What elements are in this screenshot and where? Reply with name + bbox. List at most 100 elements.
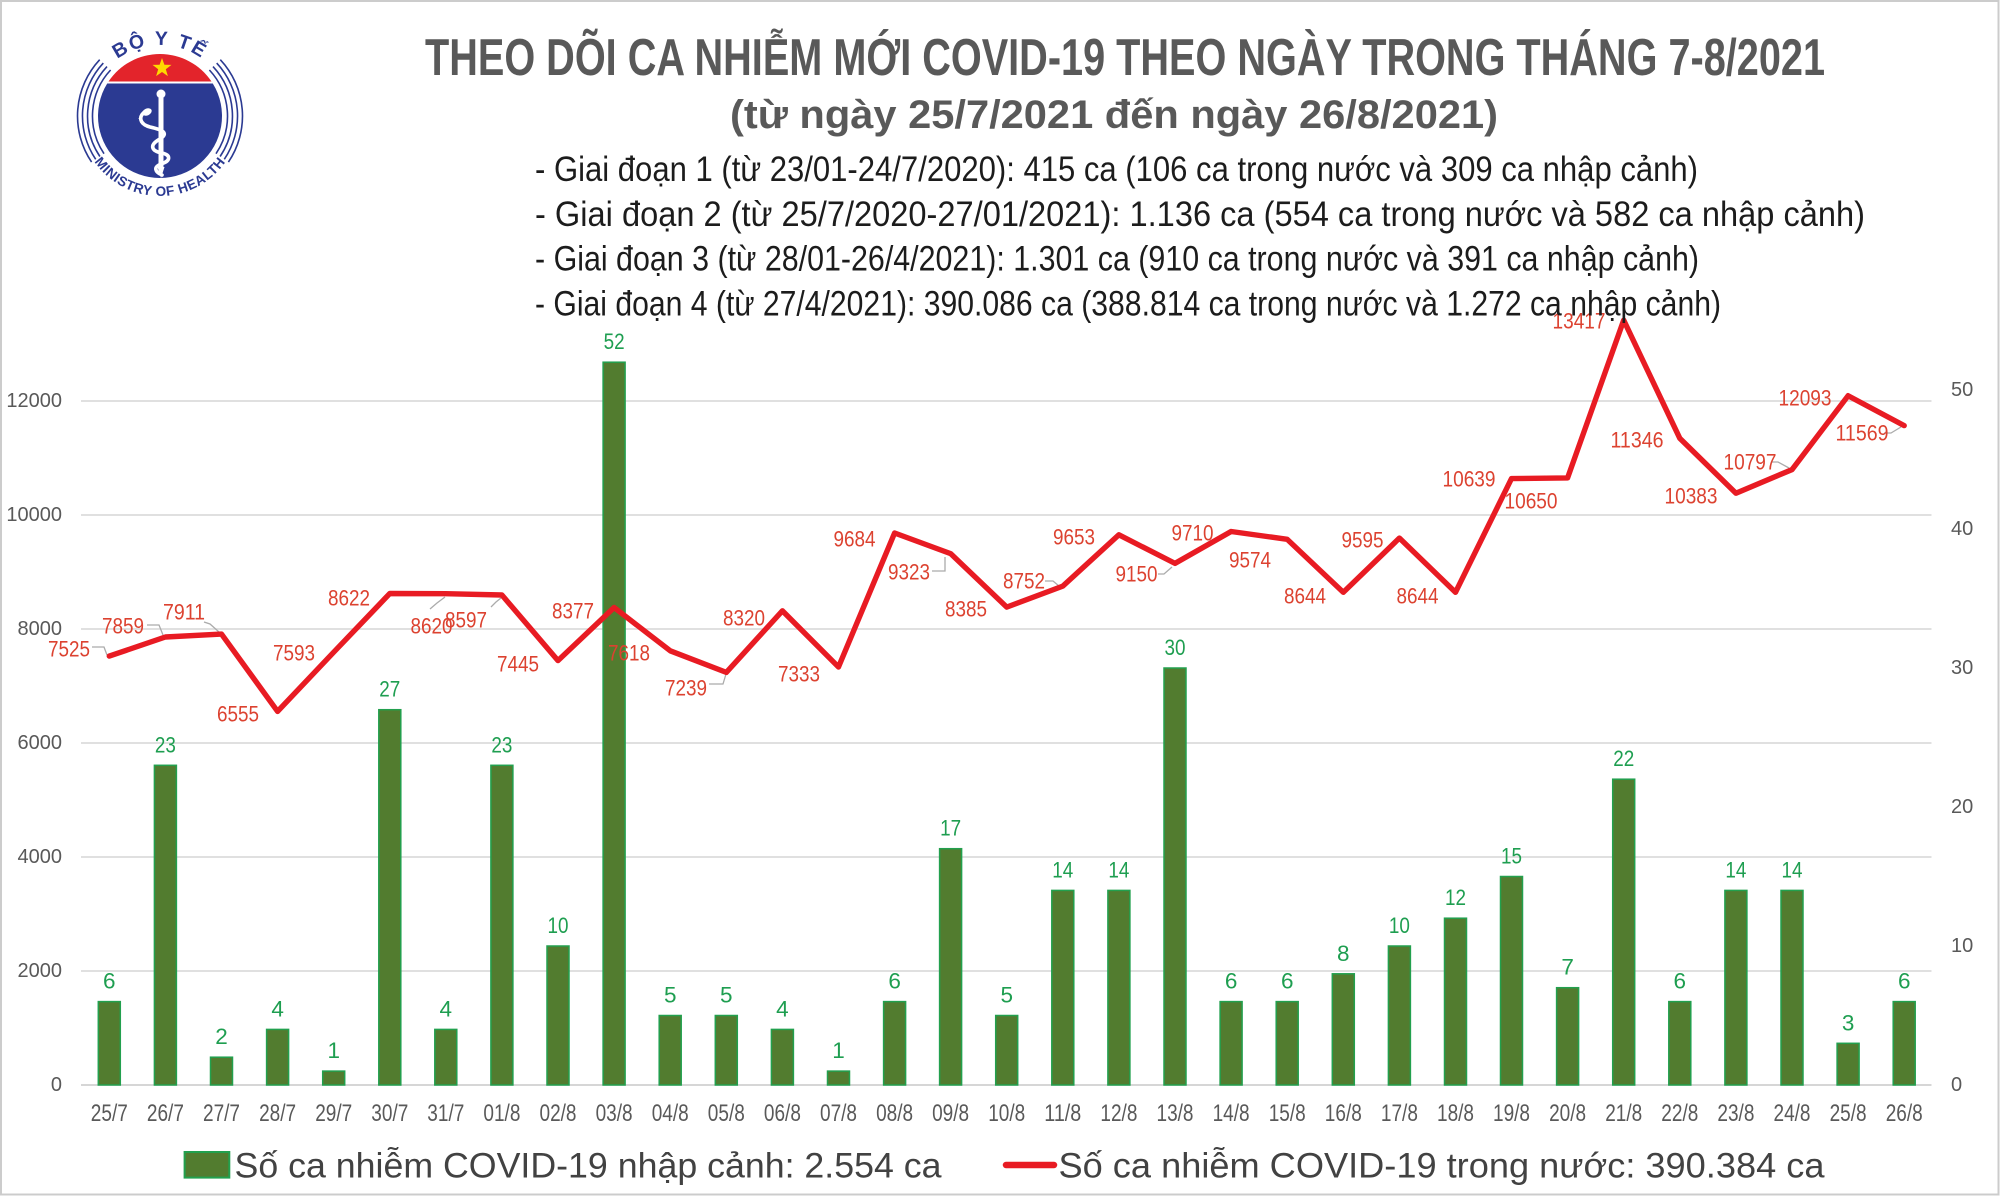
svg-text:7: 7 xyxy=(1561,955,1574,980)
svg-text:10: 10 xyxy=(1951,935,1973,957)
svg-text:6000: 6000 xyxy=(18,732,63,754)
svg-text:8620: 8620 xyxy=(411,614,453,639)
svg-text:1: 1 xyxy=(327,1038,340,1063)
svg-text:50: 50 xyxy=(1951,379,1973,401)
svg-text:7445: 7445 xyxy=(497,652,539,677)
svg-text:8385: 8385 xyxy=(945,597,987,622)
svg-text:THEO DÕI CA NHIỄM MỚI COVID-19: THEO DÕI CA NHIỄM MỚI COVID-19 THEO NGÀY… xyxy=(425,28,1825,87)
svg-text:23: 23 xyxy=(491,732,512,757)
svg-text:07/8: 07/8 xyxy=(820,1100,857,1127)
svg-text:- Giai đoạn 1 (từ 23/01-24/7/2: - Giai đoạn 1 (từ 23/01-24/7/2020): 415 … xyxy=(535,150,1698,189)
svg-text:10797: 10797 xyxy=(1724,450,1777,475)
svg-text:8644: 8644 xyxy=(1397,584,1439,609)
svg-text:20/8: 20/8 xyxy=(1549,1100,1586,1127)
svg-text:8622: 8622 xyxy=(328,586,370,611)
svg-text:6: 6 xyxy=(1898,969,1911,994)
svg-text:14: 14 xyxy=(1108,857,1129,882)
svg-text:25/7: 25/7 xyxy=(91,1100,128,1127)
svg-text:25/8: 25/8 xyxy=(1830,1100,1867,1127)
svg-text:26/7: 26/7 xyxy=(147,1100,184,1127)
svg-text:9323: 9323 xyxy=(888,560,930,585)
svg-text:9595: 9595 xyxy=(1342,528,1384,553)
svg-text:12: 12 xyxy=(1445,885,1466,910)
svg-text:22/8: 22/8 xyxy=(1661,1100,1698,1127)
svg-text:15: 15 xyxy=(1501,844,1522,869)
svg-text:14: 14 xyxy=(1052,857,1073,882)
svg-text:1: 1 xyxy=(832,1038,845,1063)
svg-text:6: 6 xyxy=(888,969,901,994)
svg-text:30: 30 xyxy=(1951,657,1973,679)
svg-text:18/8: 18/8 xyxy=(1437,1100,1474,1127)
svg-text:14/8: 14/8 xyxy=(1213,1100,1250,1127)
svg-text:05/8: 05/8 xyxy=(708,1100,745,1127)
svg-text:8752: 8752 xyxy=(1003,569,1045,594)
svg-text:13/8: 13/8 xyxy=(1157,1100,1194,1127)
svg-text:24/8: 24/8 xyxy=(1774,1100,1811,1127)
svg-text:9150: 9150 xyxy=(1116,562,1158,587)
svg-text:9653: 9653 xyxy=(1053,525,1095,550)
svg-text:01/8: 01/8 xyxy=(483,1100,520,1127)
svg-text:52: 52 xyxy=(604,329,625,354)
svg-text:0: 0 xyxy=(1951,1074,1962,1096)
svg-text:4: 4 xyxy=(271,996,284,1021)
svg-text:5: 5 xyxy=(720,983,733,1008)
svg-text:Số ca nhiễm COVID-19 nhập cảnh: Số ca nhiễm COVID-19 nhập cảnh: 2.554 ca xyxy=(235,1147,943,1186)
svg-text:- Giai đoạn 2 (từ 25/7/2020-27: - Giai đoạn 2 (từ 25/7/2020-27/01/2021):… xyxy=(535,195,1865,234)
svg-text:22: 22 xyxy=(1613,746,1634,771)
svg-text:28/7: 28/7 xyxy=(259,1100,296,1127)
svg-text:5: 5 xyxy=(664,983,677,1008)
svg-text:03/8: 03/8 xyxy=(596,1100,633,1127)
svg-text:12093: 12093 xyxy=(1779,386,1832,411)
svg-text:10650: 10650 xyxy=(1505,489,1558,514)
svg-text:13417: 13417 xyxy=(1553,309,1606,334)
svg-text:30: 30 xyxy=(1165,635,1186,660)
svg-text:17: 17 xyxy=(940,816,961,841)
svg-text:0: 0 xyxy=(51,1074,62,1096)
svg-text:14: 14 xyxy=(1782,857,1803,882)
svg-text:2000: 2000 xyxy=(18,960,63,982)
svg-text:10: 10 xyxy=(548,913,569,938)
svg-text:3: 3 xyxy=(1842,1010,1855,1035)
svg-text:7525: 7525 xyxy=(48,637,90,662)
svg-text:8: 8 xyxy=(1337,941,1350,966)
svg-text:5: 5 xyxy=(1000,983,1013,1008)
svg-text:10639: 10639 xyxy=(1443,467,1496,492)
svg-text:29/7: 29/7 xyxy=(315,1100,352,1127)
svg-text:9574: 9574 xyxy=(1229,548,1271,573)
svg-text:4: 4 xyxy=(440,996,453,1021)
svg-text:2: 2 xyxy=(215,1024,228,1049)
svg-text:10/8: 10/8 xyxy=(988,1100,1025,1127)
svg-text:11346: 11346 xyxy=(1611,428,1664,453)
svg-text:14: 14 xyxy=(1725,857,1746,882)
svg-text:- Giai đoạn 3 (từ 28/01-26/4/2: - Giai đoạn 3 (từ 28/01-26/4/2021): 1.30… xyxy=(535,240,1699,279)
svg-text:23/8: 23/8 xyxy=(1717,1100,1754,1127)
svg-text:8597: 8597 xyxy=(445,608,487,633)
svg-text:6: 6 xyxy=(1674,969,1687,994)
svg-text:8377: 8377 xyxy=(552,599,594,624)
svg-text:6555: 6555 xyxy=(217,702,259,727)
svg-text:7333: 7333 xyxy=(778,662,820,687)
svg-text:15/8: 15/8 xyxy=(1269,1100,1306,1127)
svg-text:31/7: 31/7 xyxy=(427,1100,464,1127)
svg-text:7618: 7618 xyxy=(608,641,650,666)
svg-text:7593: 7593 xyxy=(273,641,315,666)
svg-text:10000: 10000 xyxy=(6,504,62,526)
svg-text:06/8: 06/8 xyxy=(764,1100,801,1127)
svg-text:9684: 9684 xyxy=(834,527,876,552)
svg-text:Số ca nhiễm COVID-19 trong nướ: Số ca nhiễm COVID-19 trong nước: 390.384… xyxy=(1059,1147,1826,1186)
svg-text:9710: 9710 xyxy=(1172,521,1214,546)
svg-text:11/8: 11/8 xyxy=(1044,1100,1081,1127)
svg-text:4: 4 xyxy=(776,996,789,1021)
svg-text:19/8: 19/8 xyxy=(1493,1100,1530,1127)
svg-text:27: 27 xyxy=(379,677,400,702)
svg-text:10383: 10383 xyxy=(1665,484,1718,509)
svg-text:12/8: 12/8 xyxy=(1100,1100,1137,1127)
svg-text:8000: 8000 xyxy=(18,618,63,640)
svg-text:8320: 8320 xyxy=(723,606,765,631)
svg-text:30/7: 30/7 xyxy=(371,1100,408,1127)
svg-text:40: 40 xyxy=(1951,518,1973,540)
svg-text:23: 23 xyxy=(155,732,176,757)
svg-text:- Giai đoạn 4 (từ 27/4/2021):: - Giai đoạn 4 (từ 27/4/2021): 390.086 ca… xyxy=(535,284,1721,323)
svg-text:26/8: 26/8 xyxy=(1886,1100,1923,1127)
svg-text:4000: 4000 xyxy=(18,846,63,868)
